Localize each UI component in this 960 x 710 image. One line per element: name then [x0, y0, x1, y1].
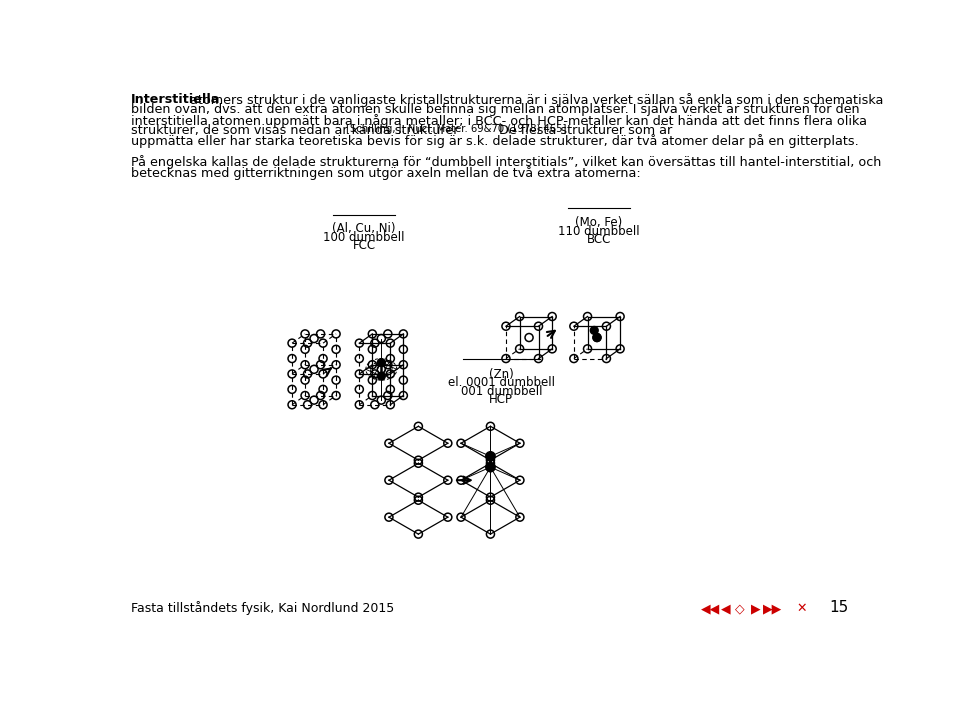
- Text: 100 dumbbell: 100 dumbbell: [324, 231, 405, 244]
- Text: ✕: ✕: [797, 602, 807, 615]
- Circle shape: [486, 452, 495, 461]
- Text: (Al, Cu, Ni): (Al, Cu, Ni): [332, 222, 396, 235]
- Text: ◀◀: ◀◀: [701, 602, 720, 615]
- Circle shape: [590, 327, 598, 334]
- Circle shape: [377, 359, 385, 366]
- Text: interstitiella atomen uppmätt bara i några metaller; i BCC- och HCP-metaller kan: interstitiella atomen uppmätt bara i någ…: [131, 114, 867, 128]
- Text: el. 0001 dumbbell: el. 0001 dumbbell: [447, 376, 555, 389]
- Text: ▶▶: ▶▶: [763, 602, 782, 615]
- Text: 15: 15: [829, 600, 849, 615]
- Text: 001 dumbbell: 001 dumbbell: [461, 385, 542, 398]
- Text: [Schilling, J. Nucl. Mater. 69&70 (1978) 465]: [Schilling, J. Nucl. Mater. 69&70 (1978)…: [347, 124, 566, 133]
- Text: På engelska kallas de delade strukturerna för “dumbbell interstitials”, vilket k: På engelska kallas de delade strukturern…: [131, 155, 881, 169]
- Text: uppmätta eller har starka teoretiska bevis för sig är s.k. delade strukturer, dä: uppmätta eller har starka teoretiska bev…: [131, 134, 858, 148]
- Text: HCP: HCP: [490, 393, 514, 406]
- Text: Interstitiella: Interstitiella: [131, 93, 221, 106]
- Text: strukturer, de som visas nedan är kända strukturer: strukturer, de som visas nedan är kända …: [131, 124, 463, 137]
- Circle shape: [593, 334, 601, 342]
- Text: FCC: FCC: [352, 239, 375, 252]
- Text: atomers struktur i de vanligaste kristallstrukturerna är i själva verket sällan : atomers struktur i de vanligaste kristal…: [186, 93, 883, 107]
- Text: BCC: BCC: [587, 233, 612, 246]
- Text: 110 dumbbell: 110 dumbbell: [558, 224, 639, 238]
- Circle shape: [377, 372, 385, 380]
- Text: bilden ovan, dvs. att den extra atomen skulle befinna sig mellan atomplatser. I : bilden ovan, dvs. att den extra atomen s…: [131, 103, 859, 116]
- Text: ▶: ▶: [751, 602, 760, 615]
- Circle shape: [486, 462, 495, 471]
- Text: (Zn): (Zn): [489, 368, 514, 381]
- Text: ◀: ◀: [721, 602, 731, 615]
- Text: betecknas med gitterriktningen som utgör axeln mellan de två extra atomerna:: betecknas med gitterriktningen som utgör…: [131, 165, 640, 180]
- Text: Fasta tillståndets fysik, Kai Nordlund 2015: Fasta tillståndets fysik, Kai Nordlund 2…: [131, 601, 395, 615]
- Text: ◇: ◇: [735, 602, 745, 615]
- Text: (Mo, Fe): (Mo, Fe): [575, 216, 623, 229]
- Text: De flesta strukturer som är: De flesta strukturer som är: [495, 124, 672, 137]
